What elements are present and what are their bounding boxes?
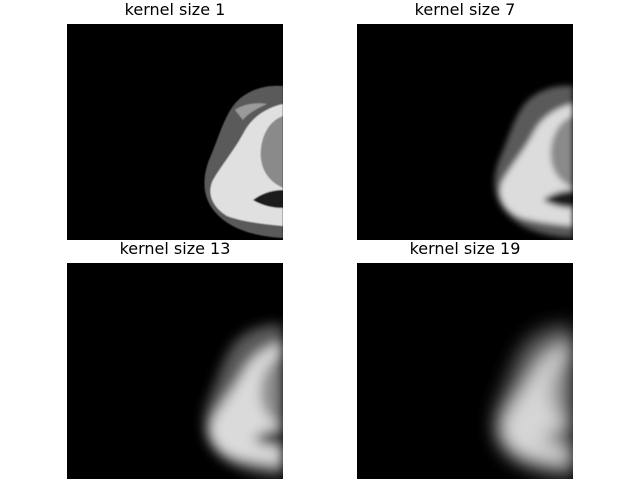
mri-image-kernel-19 [357, 263, 573, 479]
mri-scan-graphic [357, 263, 573, 479]
panel-title-kernel-19: kernel size 19 [409, 239, 521, 258]
mri-scan-graphic [357, 24, 573, 240]
mri-image-kernel-13 [67, 263, 283, 479]
panel-title-kernel-1: kernel size 1 [124, 0, 226, 19]
mri-scan-graphic [67, 263, 283, 479]
mri-image-kernel-1 [67, 24, 283, 240]
panel-title-kernel-7: kernel size 7 [414, 0, 516, 19]
panel-title-kernel-13: kernel size 13 [119, 239, 231, 258]
mri-scan-graphic [67, 24, 283, 240]
mri-image-kernel-7 [357, 24, 573, 240]
